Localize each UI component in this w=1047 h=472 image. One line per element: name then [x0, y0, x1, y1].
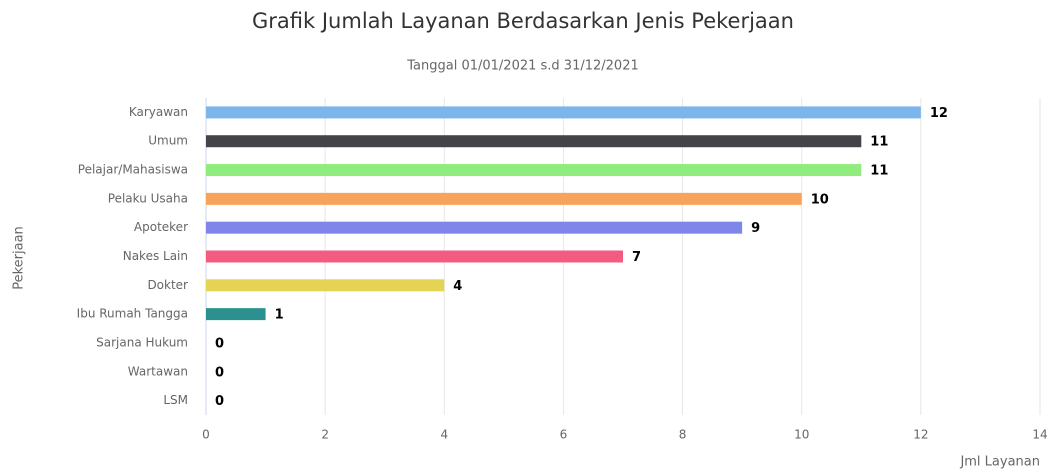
- y-tick-label: Nakes Lain: [123, 249, 188, 263]
- bar: [206, 279, 445, 292]
- y-tick-label: Ibu Rumah Tangga: [77, 307, 188, 321]
- x-axis-title: Jml Layanan: [959, 455, 1040, 470]
- y-tick-label: Wartawan: [128, 364, 188, 378]
- bar: [206, 135, 862, 148]
- y-tick-label: Pelajar/Mahasiswa: [78, 163, 188, 177]
- x-tick-label: 8: [679, 428, 687, 442]
- bar: [206, 250, 623, 263]
- data-label: 10: [811, 192, 829, 207]
- data-label: 4: [453, 279, 462, 294]
- chart-title: Grafik Jumlah Layanan Berdasarkan Jenis …: [252, 9, 794, 33]
- y-axis-title: Pekerjaan: [12, 226, 27, 290]
- bar: [206, 106, 921, 119]
- x-tick-label: 10: [794, 428, 809, 442]
- x-tick-label: 6: [560, 428, 568, 442]
- data-label: 11: [870, 164, 888, 179]
- bar: [206, 164, 862, 177]
- bar: [206, 221, 743, 234]
- x-tick-label: 4: [440, 428, 448, 442]
- data-label: 0: [215, 394, 224, 409]
- chart-subtitle: Tanggal 01/01/2021 s.d 31/12/2021: [406, 59, 639, 74]
- y-tick-label: LSM: [163, 393, 188, 407]
- bar: [206, 308, 266, 321]
- x-tick-label: 12: [913, 428, 928, 442]
- x-tick-label: 2: [321, 428, 329, 442]
- data-label: 1: [275, 308, 284, 323]
- data-label: 0: [215, 336, 224, 351]
- x-tick-label: 14: [1032, 428, 1047, 442]
- data-label: 7: [632, 250, 641, 265]
- y-tick-label: Apoteker: [134, 220, 188, 234]
- y-tick-label: Umum: [148, 134, 188, 148]
- y-tick-label: Dokter: [147, 278, 188, 292]
- data-label: 0: [215, 365, 224, 380]
- y-tick-label: Sarjana Hukum: [96, 335, 188, 349]
- x-tick-label: 0: [202, 428, 210, 442]
- y-tick-label: Pelaku Usaha: [108, 191, 188, 205]
- y-tick-label: Karyawan: [129, 105, 188, 119]
- data-label: 12: [930, 106, 948, 121]
- bar: [206, 192, 802, 205]
- data-label: 9: [751, 221, 760, 236]
- data-label: 11: [870, 135, 888, 150]
